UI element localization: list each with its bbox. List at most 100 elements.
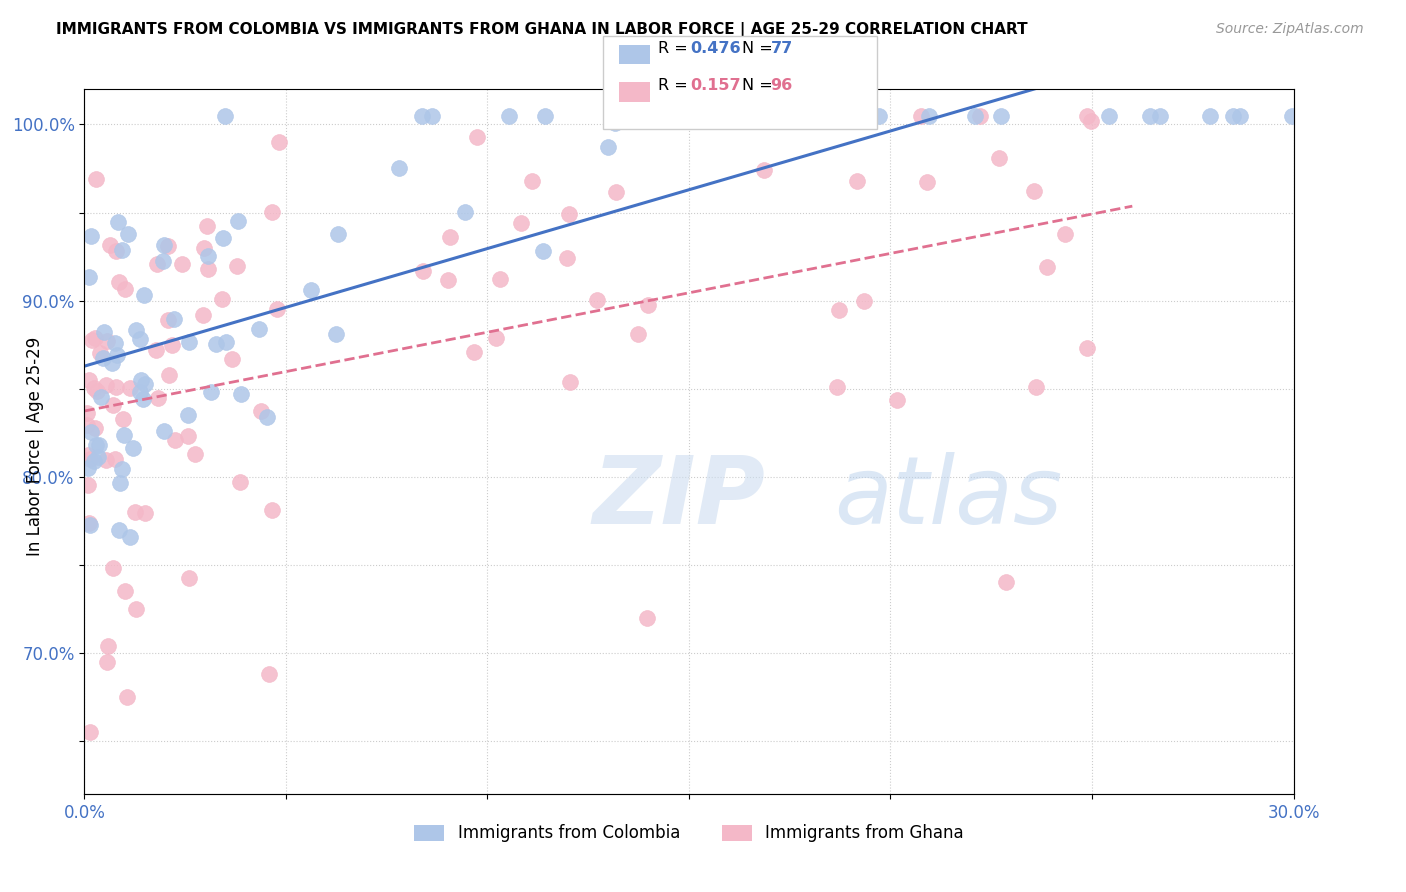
Point [454, 205, 477, 219]
Text: atlas: atlas [834, 452, 1063, 543]
Point [193, 241, 215, 255]
Point [157, 368, 180, 382]
Point [79, 270, 101, 285]
Point [134, 506, 156, 520]
Point [79, 373, 101, 387]
Point [96, 453, 118, 467]
Point [558, 207, 581, 221]
Point [118, 381, 141, 395]
Point [852, 293, 875, 308]
Point [80, 333, 103, 347]
Point [250, 404, 273, 418]
Point [148, 391, 170, 405]
Text: In Labor Force | Age 25-29: In Labor Force | Age 25-29 [27, 336, 44, 556]
Point [212, 230, 235, 244]
Point [1076, 109, 1098, 123]
Point [101, 356, 124, 370]
Point [1139, 109, 1161, 123]
Point [131, 373, 153, 387]
Point [485, 331, 508, 345]
Point [489, 271, 512, 285]
Point [214, 109, 236, 123]
Text: 0.476: 0.476 [690, 41, 741, 55]
Point [247, 322, 270, 336]
Text: ZIP: ZIP [592, 452, 765, 544]
Point [637, 298, 659, 312]
Point [388, 161, 411, 176]
Point [520, 174, 543, 188]
Point [153, 238, 176, 252]
Point [128, 332, 150, 346]
Point [1024, 184, 1046, 198]
Point [827, 379, 849, 393]
Point [605, 185, 627, 199]
Point [163, 312, 186, 326]
Point [531, 244, 554, 258]
Point [117, 227, 139, 241]
Point [84, 438, 107, 452]
Point [197, 249, 219, 263]
Point [463, 345, 485, 359]
Point [108, 476, 131, 491]
Text: N =: N = [742, 41, 779, 55]
Point [994, 575, 1017, 590]
Point [111, 462, 134, 476]
Point [132, 287, 155, 301]
Point [846, 174, 869, 188]
Point [177, 409, 200, 423]
Point [200, 384, 222, 399]
Point [256, 410, 278, 425]
Point [146, 258, 169, 272]
Point [1281, 109, 1303, 123]
Point [990, 109, 1012, 123]
Point [411, 109, 433, 123]
Text: 77: 77 [770, 41, 793, 55]
Point [77, 478, 100, 492]
Point [191, 308, 214, 322]
Point [170, 257, 193, 271]
Point [585, 293, 607, 308]
Point [965, 109, 987, 123]
Point [437, 273, 460, 287]
Point [91, 351, 114, 365]
Point [79, 451, 101, 466]
Point [260, 204, 283, 219]
Legend: Immigrants from Colombia, Immigrants from Ghana: Immigrants from Colombia, Immigrants fro… [408, 818, 970, 849]
Point [412, 264, 434, 278]
Point [1149, 109, 1171, 123]
Point [325, 326, 347, 341]
Point [197, 261, 219, 276]
Point [1222, 109, 1244, 123]
Point [555, 252, 578, 266]
Point [827, 302, 849, 317]
Point [627, 327, 650, 342]
Point [534, 109, 557, 123]
Point [731, 109, 754, 123]
Point [107, 214, 129, 228]
Point [84, 171, 107, 186]
Point [94, 377, 117, 392]
Point [177, 334, 200, 349]
Text: 0.157: 0.157 [690, 78, 741, 93]
Point [90, 391, 112, 405]
Point [605, 116, 627, 130]
Point [821, 109, 844, 123]
Point [510, 217, 533, 231]
Point [96, 334, 118, 349]
Point [498, 109, 520, 123]
Point [1076, 341, 1098, 355]
Text: R =: R = [658, 41, 693, 55]
Text: R =: R = [658, 78, 693, 93]
Point [105, 244, 128, 259]
Point [228, 214, 250, 228]
Point [988, 151, 1011, 165]
Point [83, 454, 105, 468]
Point [105, 348, 128, 362]
Point [114, 282, 136, 296]
Point [969, 109, 991, 123]
Point [177, 429, 200, 443]
Point [76, 417, 98, 432]
Point [465, 130, 488, 145]
Point [918, 109, 941, 123]
Text: Source: ZipAtlas.com: Source: ZipAtlas.com [1216, 22, 1364, 37]
